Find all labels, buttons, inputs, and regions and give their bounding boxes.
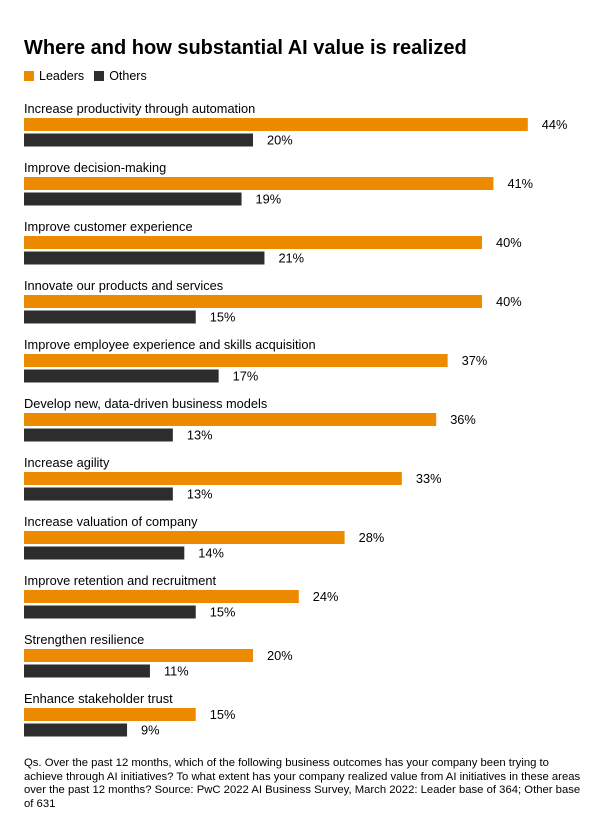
data-label: 15% [210, 707, 236, 722]
data-label: 33% [416, 471, 442, 486]
bar-group: Strengthen resilience 20% 11% [24, 632, 293, 679]
bar-others [24, 605, 196, 619]
data-label: 40% [496, 235, 522, 250]
data-label: 19% [256, 192, 282, 207]
bar-group: Improve customer experience 40% 21% [24, 219, 522, 266]
data-label: 15% [210, 605, 236, 620]
data-label: 13% [187, 428, 213, 443]
bar-leaders [24, 472, 402, 485]
category-label: Strengthen resilience [24, 632, 144, 647]
category-label: Improve decision-making [24, 160, 166, 175]
bar-others [24, 369, 219, 383]
data-label: 15% [210, 310, 236, 325]
data-label: 40% [496, 294, 522, 309]
bar-group: Increase valuation of company 28% 14% [24, 514, 384, 561]
data-label: 24% [313, 589, 339, 604]
chart-title: Where and how substantial AI value is re… [24, 37, 467, 59]
bar-others [24, 723, 128, 737]
category-label: Improve customer experience [24, 219, 193, 234]
bar-group: Develop new, data-driven business models… [24, 396, 476, 443]
bar-leaders [24, 354, 448, 367]
legend-item-others: Others [94, 69, 147, 83]
bar-leaders [24, 413, 437, 426]
data-label: 14% [198, 546, 224, 561]
bar-leaders [24, 590, 299, 603]
data-label: 9% [141, 723, 160, 738]
data-label: 44% [542, 117, 568, 132]
category-label: Increase productivity through automation [24, 101, 255, 116]
bar-others [24, 251, 265, 265]
data-label: 17% [233, 369, 259, 384]
bar-leaders [24, 236, 482, 249]
bar-leaders [24, 177, 494, 190]
legend-swatch-leaders [24, 71, 34, 81]
legend-swatch-others [94, 71, 105, 81]
category-label: Increase agility [24, 455, 110, 470]
chart-legend: Leaders Others [24, 68, 157, 84]
category-label: Improve retention and recruitment [24, 573, 216, 588]
bar-leaders [24, 531, 345, 544]
footnote: Qs. Over the past 12 months, which of th… [24, 757, 581, 810]
bar-group: Increase agility 33% 13% [24, 455, 441, 502]
bar-others [24, 310, 196, 324]
bar-others [24, 664, 150, 678]
data-label: 20% [267, 648, 293, 663]
data-label: 20% [267, 133, 293, 148]
bar-group: Improve retention and recruitment 24% 15% [24, 573, 338, 620]
bar-others [24, 428, 173, 442]
bar-leaders [24, 708, 196, 721]
bar-group: Enhance stakeholder trust 15% 9% [24, 691, 235, 738]
data-label: 21% [278, 251, 304, 266]
bar-leaders [24, 649, 253, 662]
legend-item-leaders: Leaders [24, 69, 84, 83]
data-label: 41% [507, 176, 533, 191]
category-label: Innovate our products and services [24, 278, 223, 293]
data-label: 13% [187, 487, 213, 502]
data-label: 11% [164, 664, 189, 679]
category-label: Enhance stakeholder trust [24, 691, 173, 706]
bar-others [24, 487, 173, 501]
bar-leaders [24, 118, 528, 131]
data-label: 36% [450, 412, 476, 427]
bar-others [24, 192, 242, 206]
bar-group: Improve decision-making 41% 19% [24, 160, 533, 207]
bar-group: Innovate our products and services 40% 15% [24, 278, 522, 325]
data-label: 37% [462, 353, 488, 368]
category-label: Improve employee experience and skills a… [24, 337, 316, 352]
bar-chart: Increase productivity through automation… [24, 101, 567, 738]
bar-leaders [24, 295, 482, 308]
data-label: 28% [359, 530, 385, 545]
bar-group: Increase productivity through automation… [24, 101, 567, 148]
legend-label-others: Others [109, 69, 147, 83]
bar-others [24, 546, 185, 560]
category-label: Develop new, data-driven business models [24, 396, 267, 411]
bar-group: Improve employee experience and skills a… [24, 337, 487, 384]
legend-label-leaders: Leaders [39, 69, 85, 83]
category-label: Increase valuation of company [24, 514, 198, 529]
bar-others [24, 133, 253, 147]
